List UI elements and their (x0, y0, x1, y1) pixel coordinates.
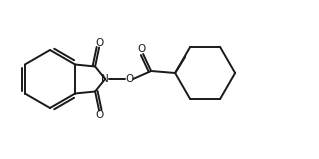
Text: O: O (137, 44, 145, 54)
Text: O: O (95, 111, 103, 121)
Text: N: N (101, 74, 109, 84)
Text: O: O (125, 74, 133, 84)
Text: O: O (95, 38, 103, 48)
